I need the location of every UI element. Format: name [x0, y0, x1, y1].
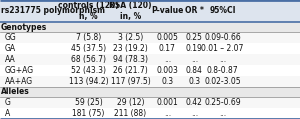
Text: 3 (2.5): 3 (2.5)	[118, 33, 143, 42]
Bar	[0, 22, 300, 32]
Text: Alleles: Alleles	[1, 87, 29, 97]
Text: ...: ...	[164, 55, 171, 64]
Bar	[0, 54, 300, 65]
Text: 211 (88): 211 (88)	[114, 109, 147, 118]
Text: 113 (94.2): 113 (94.2)	[69, 77, 108, 86]
Bar	[0, 0, 300, 22]
Text: 0.001: 0.001	[157, 98, 178, 107]
Text: AA+AG: AA+AG	[5, 77, 33, 86]
Bar	[0, 65, 300, 76]
Text: 0.17: 0.17	[159, 44, 176, 53]
Text: controls (120)
n, %: controls (120) n, %	[58, 1, 119, 20]
Bar	[0, 76, 300, 87]
Text: 0.09-0.66: 0.09-0.66	[204, 33, 241, 42]
Text: 0.003: 0.003	[157, 66, 178, 75]
Text: 117 (97.5): 117 (97.5)	[111, 77, 150, 86]
Text: GG: GG	[5, 33, 17, 42]
Bar	[0, 87, 300, 97]
Text: ...: ...	[191, 109, 198, 118]
Text: 23 (19.2): 23 (19.2)	[113, 44, 148, 53]
Text: A: A	[5, 109, 10, 118]
Text: ...: ...	[219, 109, 226, 118]
Text: ...: ...	[164, 109, 171, 118]
Text: 0.84: 0.84	[186, 66, 203, 75]
Text: 0.3: 0.3	[188, 77, 200, 86]
Bar	[0, 32, 300, 43]
Text: 7 (5.8): 7 (5.8)	[76, 33, 101, 42]
Bar	[0, 97, 300, 108]
Text: rs231775 polymorphism: rs231775 polymorphism	[1, 6, 105, 15]
Text: 0.01 – 2.07: 0.01 – 2.07	[201, 44, 244, 53]
Text: Genotypes: Genotypes	[1, 22, 47, 32]
Text: ...: ...	[219, 55, 226, 64]
Text: 45 (37.5): 45 (37.5)	[71, 44, 106, 53]
Text: 0.3: 0.3	[161, 77, 173, 86]
Bar	[0, 108, 300, 119]
Text: ...: ...	[191, 55, 198, 64]
Text: 95%CI: 95%CI	[209, 6, 236, 15]
Text: RSA (120)
in, %: RSA (120) in, %	[109, 1, 152, 20]
Text: 181 (75): 181 (75)	[72, 109, 105, 118]
Text: 0.25-0.69: 0.25-0.69	[204, 98, 241, 107]
Text: 0.02-3.05: 0.02-3.05	[204, 77, 241, 86]
Text: AA: AA	[5, 55, 16, 64]
Text: 0.19: 0.19	[186, 44, 203, 53]
Text: GG+AG: GG+AG	[5, 66, 34, 75]
Text: 0.42: 0.42	[186, 98, 203, 107]
Text: 26 (21.7): 26 (21.7)	[113, 66, 148, 75]
Bar	[0, 43, 300, 54]
Text: GA: GA	[5, 44, 16, 53]
Text: 0.005: 0.005	[157, 33, 178, 42]
Text: 29 (12): 29 (12)	[117, 98, 144, 107]
Text: OR *: OR *	[185, 6, 204, 15]
Text: G: G	[5, 98, 11, 107]
Text: 52 (43.3): 52 (43.3)	[71, 66, 106, 75]
Text: P-value: P-value	[151, 6, 184, 15]
Text: 0.25: 0.25	[186, 33, 203, 42]
Text: 68 (56.7): 68 (56.7)	[71, 55, 106, 64]
Text: 94 (78.3): 94 (78.3)	[113, 55, 148, 64]
Text: 0.8-0.87: 0.8-0.87	[207, 66, 239, 75]
Text: 59 (25): 59 (25)	[75, 98, 102, 107]
